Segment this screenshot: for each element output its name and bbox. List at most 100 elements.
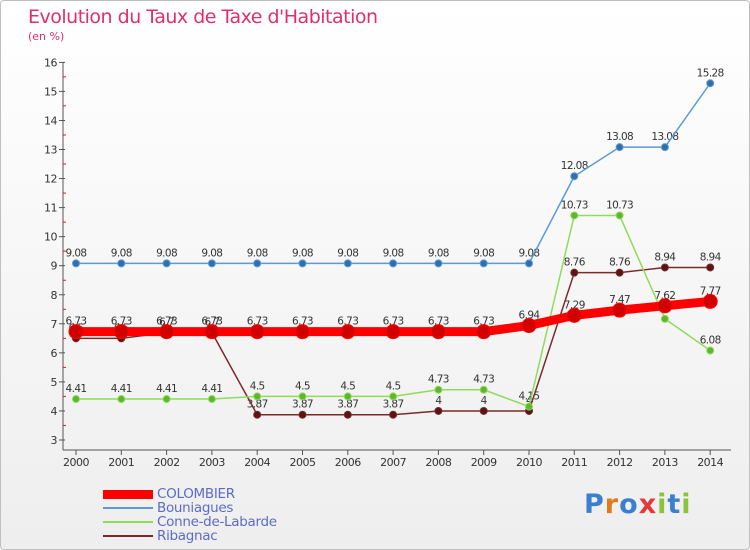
data-point-colombier [430,324,446,340]
data-label-conne-de-labarde: 4.5 [295,380,310,392]
x-tick-label: 2000 [63,456,89,469]
data-point-bouniagues [253,259,262,268]
data-point-bouniagues [389,259,398,268]
logo-letter: t [667,489,682,520]
logo-letter: o [619,489,639,520]
data-label-conne-de-labarde: 4.41 [201,383,222,395]
logo-letter: P [584,489,605,520]
x-tick-label: 2014 [697,456,723,469]
data-label-conne-de-labarde: 4.5 [340,380,355,392]
data-label-conne-de-labarde: 4.73 [428,374,449,386]
data-label-bouniagues: 9.08 [383,247,404,259]
y-tick-label: 14 [44,114,57,127]
data-point-conne-de-labarde [660,314,669,323]
data-point-colombier [521,318,537,334]
data-point-colombier [68,324,84,340]
data-point-bouniagues [72,259,80,268]
series-bouniagues [72,79,715,268]
y-tick-label: 15 [44,85,57,98]
series-line-bouniagues [75,82,711,265]
legend-label: COLOMBIER [157,486,235,502]
data-label-colombier: 7.62 [654,290,675,302]
y-tick-label: 11 [44,202,57,215]
y-tick-label: 10 [44,231,57,244]
data-label-ribagnac: 8.76 [609,257,631,269]
data-label-colombier: 6.73 [337,316,358,328]
data-point-colombier [295,324,310,340]
data-point-colombier [204,324,220,340]
data-point-ribagnac [479,406,488,415]
data-label-ribagnac: 4 [481,395,488,407]
chart-title: Evolution du Taux de Taxe d'Habitation [28,6,378,28]
data-label-colombier: 6.73 [111,316,132,328]
y-tick-label: 7 [51,318,58,331]
data-label-bouniagues: 13.08 [651,131,678,143]
data-label-bouniagues: 9.08 [292,247,313,259]
legend-label: Bouniagues [157,500,234,516]
data-point-ribagnac [434,406,443,415]
data-point-bouniagues [343,259,352,268]
data-point-conne-de-labarde [434,385,443,394]
y-tick-label: 13 [44,144,57,157]
data-point-bouniagues [706,79,715,88]
data-label-colombier: 6.73 [383,316,404,328]
data-label-conne-de-labarde: 4.41 [156,383,177,395]
data-point-ribagnac [298,410,307,419]
data-label-bouniagues: 12.08 [561,160,588,172]
data-point-ribagnac [253,410,262,419]
data-point-bouniagues [298,259,307,268]
data-point-bouniagues [525,259,533,268]
y-tick-label: 6 [51,347,58,360]
data-point-colombier [476,324,492,340]
y-tick-label: 4 [51,405,58,418]
y-tick-label: 8 [51,289,58,302]
data-labels: 6.56.56.76.73.873.873.873.874448.768.768… [66,67,725,411]
data-point-conne-de-labarde [207,395,216,404]
series-colombier [68,293,718,340]
data-label-bouniagues: 9.08 [201,247,222,259]
data-label-colombier: 6.73 [292,316,313,328]
data-label-bouniagues: 9.08 [519,247,540,259]
data-label-bouniagues: 9.08 [473,247,494,259]
data-label-bouniagues: 9.08 [247,247,268,259]
legend-item-colombier: COLOMBIER [103,487,277,501]
legend-item-bouniagues: Bouniagues [103,501,277,515]
data-point-colombier [159,324,175,340]
data-label-colombier: 7.29 [564,299,585,311]
x-tick-label: 2010 [516,456,542,469]
data-point-conne-de-labarde [479,385,488,394]
data-point-conne-de-labarde [117,395,126,404]
data-label-bouniagues: 9.08 [156,247,177,259]
data-point-bouniagues [162,259,171,268]
axes: 3 4 5 6 7 8 9 10 11 12 13 14 15 16 2000 2001 2002 2003 200… [44,56,731,469]
data-label-bouniagues: 13.08 [606,131,633,143]
data-label-bouniagues: 9.08 [428,247,449,259]
y-tick-label: 9 [51,260,58,273]
data-label-conne-de-labarde: 10.73 [561,199,588,211]
x-tick-label: 2004 [244,456,270,469]
legend-label: Ribagnac [157,528,218,544]
data-point-colombier [340,324,356,340]
data-point-conne-de-labarde [525,402,533,411]
data-label-conne-de-labarde: 4.15 [519,391,540,403]
data-label-colombier: 6.73 [473,316,494,328]
data-label-colombier: 6.73 [428,316,449,328]
y-tick-label: 5 [51,376,58,389]
data-label-ribagnac: 8.76 [564,257,586,269]
data-label-colombier: 6.73 [66,316,87,328]
data-label-ribagnac: 8.94 [654,251,676,263]
data-label-bouniagues: 9.08 [337,247,358,259]
legend-swatch [103,507,153,509]
data-point-ribagnac [660,263,669,272]
data-label-ribagnac: 3.87 [247,399,268,411]
data-label-colombier: 6.73 [201,316,222,328]
data-label-conne-de-labarde: 6.08 [700,335,721,347]
data-label-ribagnac: 8.94 [700,251,722,263]
logo-letter: r [604,489,620,520]
chart-unit: (en %) [28,30,65,43]
data-point-bouniagues [615,143,624,152]
data-label-colombier: 6.94 [519,310,541,322]
data-label-conne-de-labarde: 4.41 [66,383,87,395]
data-point-conne-de-labarde [298,392,307,401]
